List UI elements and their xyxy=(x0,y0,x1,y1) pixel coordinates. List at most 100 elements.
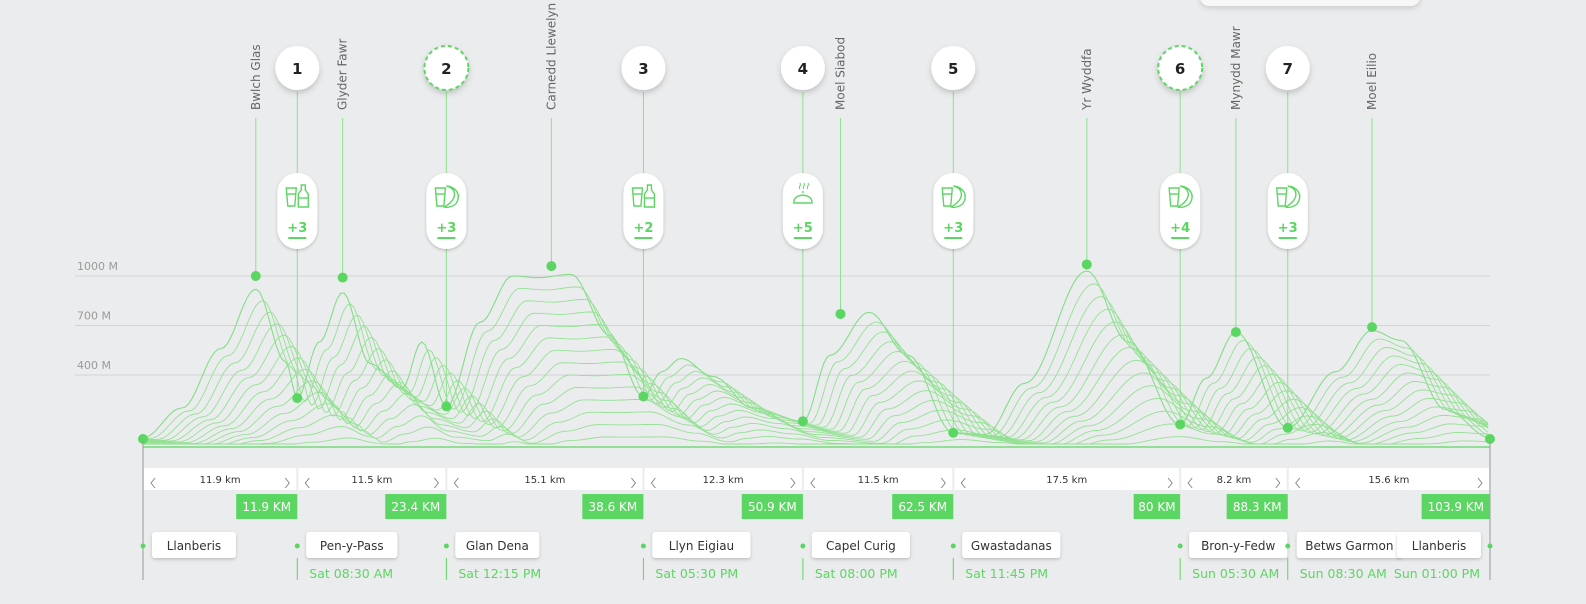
peak-dot xyxy=(546,261,557,272)
profile-contour xyxy=(142,270,1489,439)
checkpoint-dot xyxy=(797,416,808,427)
cumulative-distance: 62.5 KM xyxy=(898,500,947,514)
cumulative-distance: 50.9 KM xyxy=(748,500,797,514)
cumulative-distance: 80 KM xyxy=(1138,500,1175,514)
segment-bar xyxy=(644,468,802,490)
chevron-left-icon xyxy=(1295,477,1301,489)
chevron-left-icon xyxy=(304,477,310,489)
profile-contour xyxy=(143,372,1489,445)
chevron-right-icon xyxy=(940,477,946,489)
distance-layer: 11.9 km 11.5 km 15.1 km 12.3 km 11.5 km 17.5 … xyxy=(140,441,1493,581)
peak-label: Moel Eilio xyxy=(1365,53,1379,110)
cup-icon-body xyxy=(1275,187,1288,207)
start-dot xyxy=(138,434,148,444)
cumulative-tag xyxy=(892,494,954,519)
cumulative-distance: 88.3 KM xyxy=(1233,500,1282,514)
location-chip xyxy=(1296,532,1402,558)
location-chip xyxy=(455,532,540,558)
chevron-right-icon xyxy=(1275,477,1281,489)
peak-label: Bwlch Glas xyxy=(249,44,263,110)
peak-dot xyxy=(835,308,846,319)
location-name: Gwastadanas xyxy=(971,539,1052,553)
checkpoint-number: 2 xyxy=(441,60,451,78)
checkpoint-number: 4 xyxy=(798,60,808,78)
gridline-label: 1000 M xyxy=(77,260,118,273)
cup-icon xyxy=(434,187,447,207)
location-dot xyxy=(1487,543,1493,549)
hot-meal-icon xyxy=(792,182,813,204)
supplies-pill xyxy=(782,173,823,249)
cup-icon-body xyxy=(631,187,644,207)
segment-bar xyxy=(144,468,297,490)
cumulative-distance: 103.9 KM xyxy=(1428,500,1484,514)
checkpoint-badge xyxy=(275,46,320,90)
checkpoint-dot xyxy=(638,391,649,402)
checkpoint-badge xyxy=(621,46,666,90)
checkpoint-number: 3 xyxy=(638,60,648,78)
location-dot xyxy=(1285,543,1291,549)
chevron-left-icon xyxy=(650,477,656,489)
location-name: Llyn Eigiau xyxy=(669,539,734,553)
peak-dot xyxy=(1367,322,1378,333)
location-name: Capel Curig xyxy=(826,539,896,553)
cup-icon xyxy=(941,187,954,207)
checkpoint-badge xyxy=(423,45,470,91)
bottle-icon-body xyxy=(297,184,309,208)
eta-time: Sat 12:15 PM xyxy=(458,566,541,581)
location-name: Llanberis xyxy=(1412,539,1467,553)
segment-distance: 12.3 km xyxy=(703,475,744,486)
checkpoint-badge xyxy=(780,46,825,90)
bottle-icon xyxy=(297,184,309,208)
cumulative-distance: 23.4 KM xyxy=(391,500,440,514)
gridline-label: 400 M xyxy=(77,359,111,372)
bonus-points: +3 xyxy=(1278,221,1298,236)
profile-contour xyxy=(143,398,1489,445)
eta-time: Sun 01:00 PM xyxy=(1394,566,1480,581)
segment-distance: 15.6 km xyxy=(1368,475,1409,486)
location-name: Bron-y-Fedw xyxy=(1201,539,1275,553)
bottle-icon-body xyxy=(643,184,656,208)
eta-time: Sun 05:30 AM xyxy=(1192,566,1279,581)
chevron-left-icon xyxy=(150,477,156,489)
eta-time: Sat 05:30 PM xyxy=(655,566,738,581)
location-dot xyxy=(640,543,646,549)
bonus-points: +3 xyxy=(287,221,307,236)
peak-label: Mynydd Mawr xyxy=(1229,26,1243,110)
banana-icon xyxy=(442,185,460,209)
bonus-points: +2 xyxy=(633,221,653,236)
finish-dot xyxy=(1485,434,1495,444)
checkpoint-dot xyxy=(948,427,959,438)
eta-time: Sat 08:30 AM xyxy=(309,566,393,581)
location-chip xyxy=(962,532,1061,558)
banana-icon xyxy=(1176,185,1193,209)
eta-time: Sat 11:45 PM xyxy=(965,566,1048,581)
cup-icon-body xyxy=(1168,187,1180,207)
segment-bar xyxy=(298,468,446,490)
banana-icon xyxy=(949,185,966,209)
profile-contour xyxy=(143,385,1489,445)
location-chip xyxy=(306,532,398,558)
cup-icon xyxy=(285,187,298,207)
banana-icon-body xyxy=(442,185,460,209)
cup-icon xyxy=(631,187,644,207)
segment-distance: 15.1 km xyxy=(524,475,565,486)
location-chip xyxy=(152,532,236,558)
cumulative-tag xyxy=(1421,494,1490,519)
bonus-points: +4 xyxy=(1170,221,1190,236)
chevron-left-icon xyxy=(810,477,816,489)
profile-contour xyxy=(143,436,1489,445)
bottle-icon xyxy=(643,184,656,208)
chevron-left-icon xyxy=(453,477,459,489)
peak-label: Glyder Fawr xyxy=(336,39,350,110)
cumulative-distance: 11.9 KM xyxy=(242,500,291,514)
location-dot xyxy=(800,543,806,549)
banana-icon xyxy=(1284,185,1301,209)
segment-bar xyxy=(447,468,643,490)
gridline-label: 700 M xyxy=(77,310,111,323)
cup-icon xyxy=(1168,187,1180,207)
profile-contour xyxy=(143,410,1489,445)
profile-contour xyxy=(143,283,1489,439)
segment-distance: 8.2 km xyxy=(1217,475,1252,486)
cumulative-tag xyxy=(1226,494,1288,519)
